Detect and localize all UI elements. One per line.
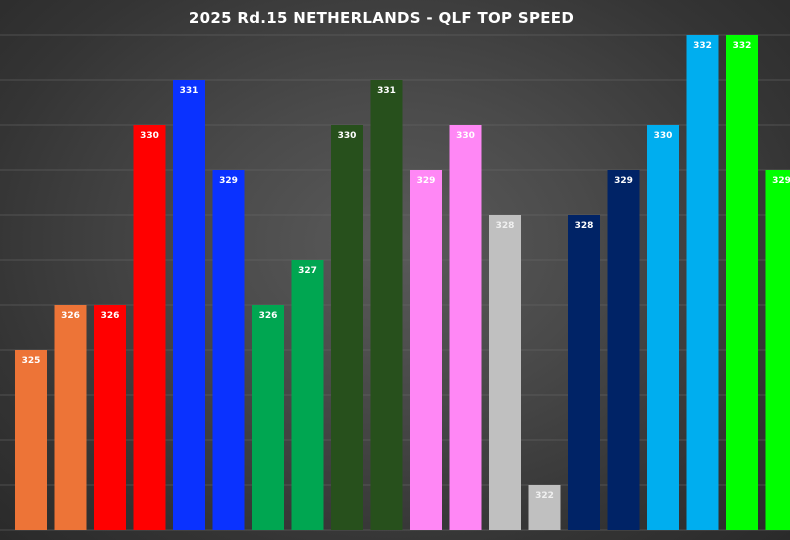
chart-title: 2025 Rd.15 NETHERLANDS - QLF TOP SPEED <box>188 9 575 27</box>
bar <box>54 305 87 530</box>
bar-value-label: 329 <box>219 176 238 186</box>
bar <box>291 260 324 530</box>
bar-value-label: 331 <box>377 86 396 96</box>
bars <box>15 35 790 530</box>
bar <box>726 35 758 530</box>
bar <box>15 350 47 530</box>
bar-value-label: 322 <box>535 491 554 501</box>
bar-value-label: 330 <box>140 131 159 141</box>
bar <box>647 125 679 530</box>
bar-value-label: 332 <box>733 41 752 51</box>
bar-value-label: 329 <box>614 176 633 186</box>
bar-value-label: 328 <box>575 221 594 231</box>
bar-value-label: 326 <box>259 311 278 321</box>
bar <box>449 125 482 530</box>
bar-value-label: 332 <box>693 41 712 51</box>
bar <box>173 80 205 530</box>
bar-value-label: 331 <box>180 86 199 96</box>
bar-value-label: 326 <box>101 311 120 321</box>
bar <box>331 125 363 530</box>
bar-value-label: 328 <box>496 221 515 231</box>
bar-value-label: 330 <box>456 131 475 141</box>
bar <box>252 305 284 530</box>
bar <box>410 170 442 530</box>
bar-value-label: 327 <box>298 266 317 276</box>
bar-value-label: 325 <box>22 356 41 366</box>
bar <box>133 125 166 530</box>
bar-value-label: 329 <box>772 176 790 186</box>
bar <box>370 80 403 530</box>
bar <box>489 215 521 530</box>
bar-value-labels: 325 326 326 330 331 329 326 327 330 331 329 330 328 3… <box>22 41 790 501</box>
bar-value-label: 329 <box>417 176 436 186</box>
bar <box>212 170 245 530</box>
bar <box>607 170 640 530</box>
bar <box>686 35 719 530</box>
bar <box>94 305 126 530</box>
bar-value-label: 330 <box>338 131 357 141</box>
bar <box>568 215 600 530</box>
bar <box>528 485 561 530</box>
bar-value-label: 326 <box>61 311 80 321</box>
bar <box>765 170 790 530</box>
bar-value-label: 330 <box>654 131 673 141</box>
